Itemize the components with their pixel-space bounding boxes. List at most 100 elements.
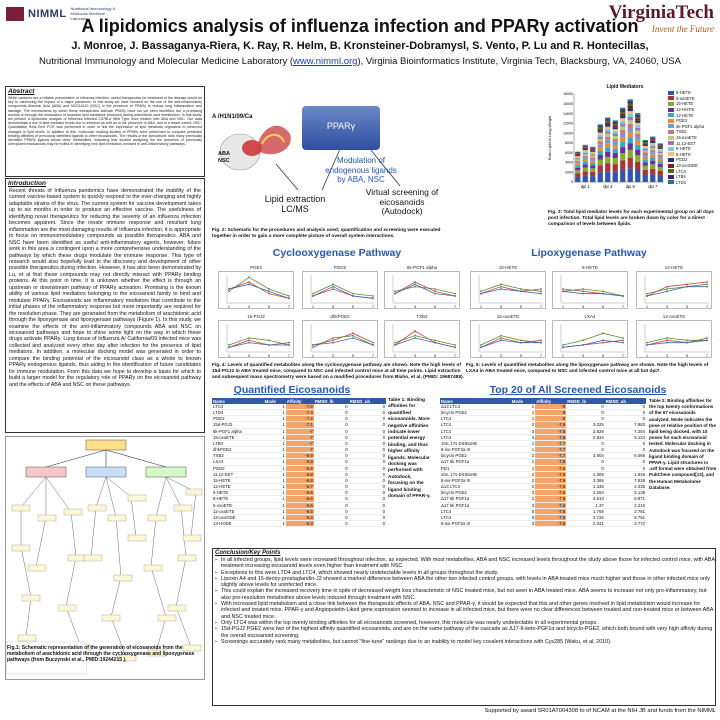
fig3-bar-segment	[575, 155, 581, 157]
fig3-bar-segment	[657, 151, 663, 154]
line-plot-x-tick: 3	[666, 354, 668, 358]
nimml-logo-text: NIMML	[28, 7, 67, 20]
line-plot-point	[268, 290, 270, 293]
line-plot-point	[520, 290, 522, 293]
table-cell: Δ13 LTC4	[440, 483, 511, 491]
table-cell: -7.7	[535, 452, 567, 460]
line-plot-svg: 1 3 5 7	[226, 275, 291, 309]
line-plot-series	[312, 286, 374, 299]
table-cell: 10s, 17s-DiHDoHE	[440, 440, 511, 448]
fig3-legend-swatch	[668, 118, 674, 123]
fig3-bar-segment	[597, 124, 603, 126]
conclusion-point: Screenings accurately rank many metaboli…	[214, 639, 715, 646]
table-cell: 0	[348, 465, 386, 472]
line-plot-point	[622, 295, 624, 297]
vt-logo-text: VirginiaTech	[608, 2, 714, 23]
table-cell: 12-oxoETE	[212, 508, 264, 515]
fig3-bar-segment	[597, 125, 603, 128]
table-cell: LTC4	[440, 514, 511, 521]
line-plot-point	[500, 288, 502, 290]
table-cell: 3	[510, 502, 536, 509]
fig3-legend-swatch	[668, 174, 674, 179]
table-cell: Δ17 6k PGF1α	[440, 495, 511, 503]
line-plot-x-tick: 5	[686, 305, 688, 309]
table-cell: 2	[510, 471, 536, 478]
fig3-bar-segment	[582, 161, 588, 165]
line-plot-point	[582, 288, 584, 290]
table-cell: -6.8	[285, 477, 314, 485]
table-row: 8-iso-PGF2a III 2 -7.6 3.365 7.836	[440, 477, 646, 485]
table-cell: 1	[263, 404, 286, 411]
conclusion-point: With increased lipid metabolism and a cl…	[214, 601, 715, 620]
fig3-legend-item: 12-HETE	[668, 112, 718, 118]
line-plot-point	[414, 281, 416, 283]
table-cell: -7.8	[535, 434, 567, 441]
line-plot-point	[394, 341, 396, 344]
table-cell: 0	[313, 465, 349, 472]
table-cell: 15-HETE	[212, 477, 264, 485]
table-cell: Δ17 6k PGF1α	[440, 502, 511, 509]
line-plot-svg: 1 3 5 7	[644, 275, 709, 309]
fig3-bar-segment	[620, 115, 626, 119]
lox-heading: Lipoxygenase Pathway	[531, 247, 647, 259]
table-cell: 0	[313, 477, 349, 485]
fig3-bar-segment	[657, 144, 663, 146]
affiliation-post: ), Virginia Bioinformatics Institute, Vi…	[357, 56, 681, 67]
table-cell: 0	[313, 471, 349, 478]
fig3-bar-segment	[627, 127, 633, 133]
fig3-bar-segment	[657, 175, 663, 182]
fig3-bar-segment	[650, 168, 656, 175]
fig3-bar-segment	[620, 109, 626, 112]
fig3-bar-segment	[575, 176, 581, 182]
table-cell: 6k-PGF1 alpha	[212, 428, 264, 435]
line-plot-x-tick: 3	[582, 354, 584, 358]
line-plot-point	[288, 295, 290, 297]
line-plot-point	[352, 292, 354, 295]
line-plot-title: 15-PGJ2	[247, 314, 265, 319]
fig3-bar-segment	[635, 133, 641, 137]
line-plot-point	[454, 292, 456, 295]
fig3-bar-segment	[635, 155, 641, 162]
table-cell: -6.3	[285, 520, 314, 528]
fig3-bar-segment	[605, 151, 611, 157]
table-cell: 2	[510, 452, 536, 460]
line-plot-axes	[478, 275, 543, 304]
table-row: 13-oxoODE 1 -6.4 0 0	[212, 514, 386, 521]
line-plot-point	[622, 339, 624, 342]
fig3-bar-segment	[620, 153, 626, 161]
fig3-bar-segment	[620, 118, 626, 121]
line-plot-svg: 1 3 5 7	[478, 275, 543, 309]
line-plot-series	[228, 276, 290, 297]
vt-tagline: Invent the Future	[651, 24, 714, 34]
footer-funding: Supported by award 5R01AT004308 to of NC…	[484, 708, 716, 714]
conclusion-point: Exceptions to this were LTD4 and LTC4, w…	[214, 570, 715, 577]
fig3-chart-title: Lipid Mediators	[606, 84, 644, 90]
line-plot-8-hete: 8-HETE 1 3 5 7	[552, 265, 628, 309]
table-1: Name Mode Affinity RMSD_lb RMSD_ub LTC4 1 -7.8…	[212, 398, 386, 528]
line-plot-point	[288, 297, 290, 300]
table-row: Δ13 LTC4 2 -7.6 1.349 2.438	[440, 483, 646, 491]
line-plot-point	[434, 341, 436, 344]
line-plot-point	[332, 341, 334, 344]
table-cell: 0	[313, 440, 349, 448]
fig3-bar-segment	[590, 153, 596, 155]
line-plot-point	[622, 341, 624, 344]
fig3-bar-segment	[597, 128, 603, 131]
table-cell: 1.845	[604, 471, 646, 478]
table-row: PD1 1 -7.6 0 0	[440, 465, 646, 472]
fig3-bar-segment	[657, 170, 663, 176]
table-row: 11,12-EET 1 -6.8 0 0	[212, 471, 386, 478]
conclusion-point: 15d-PGJ2 PGE2 were two of the highest af…	[214, 626, 715, 639]
table-cell: 1	[263, 514, 286, 521]
table-1-header-row: Name Mode Affinity RMSD_lb RMSD_ub	[212, 398, 386, 404]
nimml-link[interactable]: www.nimml.org	[293, 56, 358, 67]
table-cell: -7	[285, 428, 314, 435]
fig3-bar-segment	[627, 137, 633, 144]
table-cell: 1.768	[566, 508, 605, 515]
line-plot-point	[602, 332, 604, 335]
fig3-bar-segment	[582, 152, 588, 155]
conclusion-point: Only LTC4 was within the top twenty bind…	[214, 620, 715, 627]
fig3-bar-segment	[635, 125, 641, 128]
table-row: bicyclo PGE2 2 -7.7 3.904 6.066	[440, 452, 646, 460]
fig3-bar-segment	[650, 140, 656, 142]
